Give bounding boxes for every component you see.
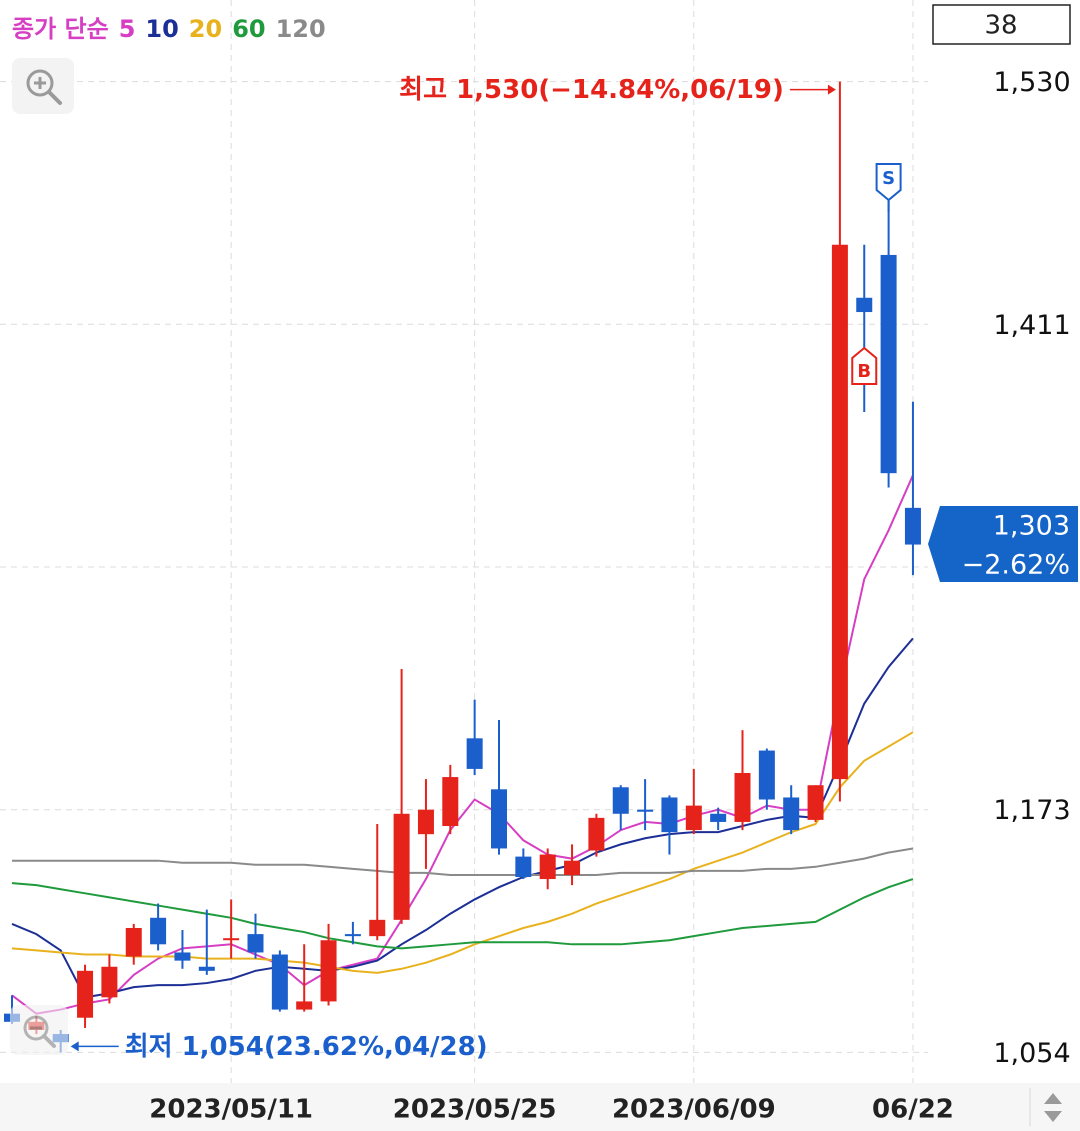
candle-body (77, 970, 94, 1018)
high-arrow-head (827, 84, 836, 95)
candle-body (539, 854, 556, 880)
candle-body (223, 938, 240, 941)
candle-body (101, 966, 118, 998)
candle-body (856, 297, 873, 313)
current-price-value: 1,303 (993, 511, 1070, 542)
candle-body (466, 738, 483, 769)
candle-body (783, 797, 800, 831)
ma-line (11, 731, 914, 974)
period-count: 38 (984, 11, 1017, 41)
x-tick-label: 2023/05/25 (393, 1095, 557, 1125)
candle-body (734, 772, 751, 822)
legend-entry: 120 (276, 15, 326, 43)
period-box[interactable] (932, 4, 1071, 45)
candle-body (125, 927, 142, 957)
ma-line (12, 847, 914, 876)
candle-body (831, 244, 848, 780)
candle-body (564, 860, 581, 875)
moving-averages (11, 474, 914, 1015)
candle-body (174, 952, 191, 961)
candle-body (588, 817, 605, 851)
candle-body (807, 785, 824, 820)
y-tick-label: 1,173 (993, 795, 1070, 826)
candle-body (417, 809, 434, 835)
annotations: 최고 1,530(−14.84%,06/19) 최저 1,054(23.62%,0… (70, 75, 902, 1062)
candle-body (515, 856, 532, 878)
x-tick-label: 06/22 (872, 1095, 954, 1125)
low-label: 최저 1,054(23.62%,04/28) (125, 1032, 488, 1062)
current-price-box (928, 506, 1078, 582)
scroll-arrows[interactable] (1029, 1088, 1062, 1126)
candle-body (880, 254, 897, 474)
ma-line (11, 637, 914, 999)
candle-body (198, 966, 215, 971)
legend-entry: 20 (189, 15, 222, 43)
candle-body (661, 797, 678, 833)
candle-body (491, 789, 507, 849)
candle-body (247, 934, 264, 953)
candle-body (369, 919, 386, 937)
sell-marker-label: S (882, 168, 895, 189)
legend-entry: 5 (119, 15, 136, 43)
candle-body (344, 934, 361, 937)
y-tick-label: 1,054 (993, 1038, 1070, 1069)
legend: 종가 단순 5 10 20 60 120 (12, 15, 326, 43)
x-tick-label: 2023/06/09 (612, 1095, 776, 1125)
candle-body (758, 750, 775, 800)
legend-entry: 60 (232, 15, 265, 43)
current-price-change: −2.62% (962, 550, 1070, 581)
low-arrow-head (70, 1041, 79, 1052)
high-label: 최고 1,530(−14.84%,06/19) (399, 75, 784, 105)
sell-marker (875, 163, 902, 202)
buy-marker-label: B (857, 361, 871, 382)
grid (0, 0, 928, 1083)
x-tick-label: 2023/05/11 (149, 1095, 313, 1125)
candle-body (442, 777, 459, 827)
legend-entry: 10 (145, 15, 178, 43)
current-price: 1,303 −2.62% (928, 506, 1078, 582)
y-tick-label: 1,530 (993, 67, 1070, 98)
candle-body (271, 954, 288, 1010)
candle-body (710, 813, 727, 822)
x-axis-strip (0, 1083, 1080, 1131)
candle-body (296, 1001, 313, 1010)
candles (4, 81, 921, 1053)
zoom-in-button[interactable] (12, 58, 74, 114)
zoom-out-button[interactable] (10, 1005, 68, 1055)
ma-line (11, 878, 914, 950)
candle-body (904, 507, 921, 545)
legend-title: 종가 단순 (12, 15, 109, 43)
candle-body (150, 917, 167, 945)
candle-body (637, 809, 654, 812)
candle-body (320, 940, 337, 1002)
y-tick-label: 1,411 (993, 310, 1070, 341)
candle-body (393, 813, 410, 920)
candle-body (612, 787, 629, 814)
buy-marker (851, 346, 878, 385)
candle-body (685, 805, 702, 831)
